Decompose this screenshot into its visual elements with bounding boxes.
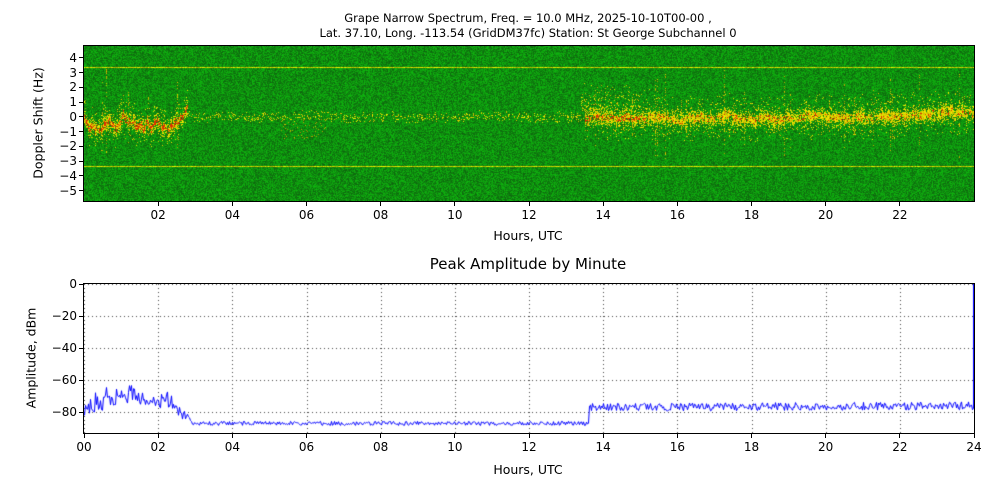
x-tick bbox=[602, 202, 604, 206]
x-tick bbox=[899, 202, 901, 206]
x-tick bbox=[454, 434, 456, 438]
x-tick-label: 06 bbox=[298, 208, 315, 222]
x-tick-label: 18 bbox=[743, 440, 760, 454]
x-tick-label: 08 bbox=[373, 440, 389, 454]
y-tick bbox=[79, 86, 83, 88]
spectrogram-plot-area bbox=[83, 45, 975, 202]
x-tick-label: 04 bbox=[224, 440, 240, 454]
y-tick-label: −60 bbox=[51, 373, 77, 388]
y-tick bbox=[79, 315, 83, 317]
amplitude-title: Peak Amplitude by Minute bbox=[429, 255, 627, 273]
amplitude-xlabel: Hours, UTC bbox=[493, 462, 563, 477]
amplitude-canvas bbox=[84, 284, 974, 433]
y-tick-label: −1 bbox=[59, 124, 77, 139]
x-tick bbox=[973, 434, 975, 438]
x-tick bbox=[751, 202, 752, 206]
y-tick bbox=[79, 175, 83, 177]
y-tick-label: −2 bbox=[59, 139, 77, 154]
y-tick bbox=[79, 347, 83, 349]
y-tick-label: −5 bbox=[59, 183, 77, 198]
y-tick bbox=[79, 379, 83, 381]
x-tick-label: 10 bbox=[447, 208, 463, 222]
x-tick-label: 24 bbox=[966, 440, 982, 454]
x-tick-label: 02 bbox=[150, 208, 166, 222]
x-tick bbox=[528, 202, 530, 206]
x-tick-label: 08 bbox=[373, 208, 389, 222]
x-tick bbox=[825, 202, 827, 206]
y-tick bbox=[79, 190, 83, 192]
x-tick-label: 20 bbox=[818, 440, 834, 454]
x-tick bbox=[306, 434, 307, 438]
x-tick bbox=[380, 202, 382, 206]
y-tick-label: 0 bbox=[69, 109, 77, 124]
x-tick-label: 12 bbox=[521, 440, 537, 454]
x-tick bbox=[157, 434, 159, 438]
y-tick-label: −80 bbox=[51, 405, 77, 420]
y-tick-label: −20 bbox=[51, 309, 77, 324]
x-tick bbox=[602, 434, 604, 438]
y-tick-label: 3 bbox=[69, 65, 77, 80]
y-tick-label: −4 bbox=[59, 168, 77, 183]
x-tick bbox=[83, 434, 85, 438]
y-tick bbox=[79, 57, 83, 59]
x-tick bbox=[676, 202, 678, 206]
x-tick-label: 06 bbox=[298, 440, 315, 454]
y-tick bbox=[79, 72, 83, 74]
y-tick bbox=[79, 283, 83, 285]
x-tick-label: 18 bbox=[743, 208, 760, 222]
y-tick-label: 0 bbox=[69, 277, 77, 291]
spectrogram-title-line2: Lat. 37.10, Long. -113.54 (GridDM37fc) S… bbox=[319, 26, 737, 40]
y-tick bbox=[79, 116, 83, 118]
x-tick bbox=[454, 202, 456, 206]
x-tick-label: 00 bbox=[76, 440, 92, 454]
y-tick bbox=[79, 411, 83, 413]
y-tick bbox=[79, 131, 83, 133]
x-tick bbox=[157, 202, 159, 206]
y-tick-label: 2 bbox=[69, 80, 77, 95]
spectrogram-canvas bbox=[84, 46, 974, 201]
x-tick bbox=[231, 202, 233, 206]
x-tick bbox=[306, 202, 307, 206]
x-tick-label: 22 bbox=[892, 440, 908, 454]
x-tick bbox=[380, 434, 382, 438]
y-tick-label: 1 bbox=[69, 95, 77, 110]
x-tick-label: 14 bbox=[595, 440, 611, 454]
amplitude-plot-area bbox=[83, 283, 975, 434]
x-tick-label: 22 bbox=[892, 208, 908, 222]
spectrogram-title-line1: Grape Narrow Spectrum, Freq. = 10.0 MHz,… bbox=[344, 11, 712, 25]
x-tick-label: 10 bbox=[447, 440, 463, 454]
y-tick-label: −3 bbox=[59, 154, 77, 169]
x-tick-label: 16 bbox=[669, 440, 685, 454]
x-tick bbox=[528, 434, 530, 438]
x-tick-label: 14 bbox=[595, 208, 611, 222]
y-tick-label: 4 bbox=[69, 50, 77, 65]
y-tick bbox=[79, 160, 83, 162]
y-tick bbox=[79, 145, 83, 147]
x-tick-label: 04 bbox=[224, 208, 240, 222]
spectrogram-xlabel: Hours, UTC bbox=[493, 228, 563, 243]
x-tick bbox=[676, 434, 678, 438]
x-tick bbox=[825, 434, 827, 438]
x-tick bbox=[751, 434, 752, 438]
amplitude-ylabel: Amplitude, dBm bbox=[23, 307, 39, 409]
x-tick-label: 20 bbox=[818, 208, 834, 222]
x-tick-label: 16 bbox=[669, 208, 685, 222]
y-tick bbox=[79, 101, 83, 103]
y-tick-label: −40 bbox=[51, 341, 77, 356]
x-tick-label: 12 bbox=[521, 208, 537, 222]
x-tick bbox=[899, 434, 901, 438]
x-tick-label: 02 bbox=[150, 440, 166, 454]
x-tick bbox=[231, 434, 233, 438]
